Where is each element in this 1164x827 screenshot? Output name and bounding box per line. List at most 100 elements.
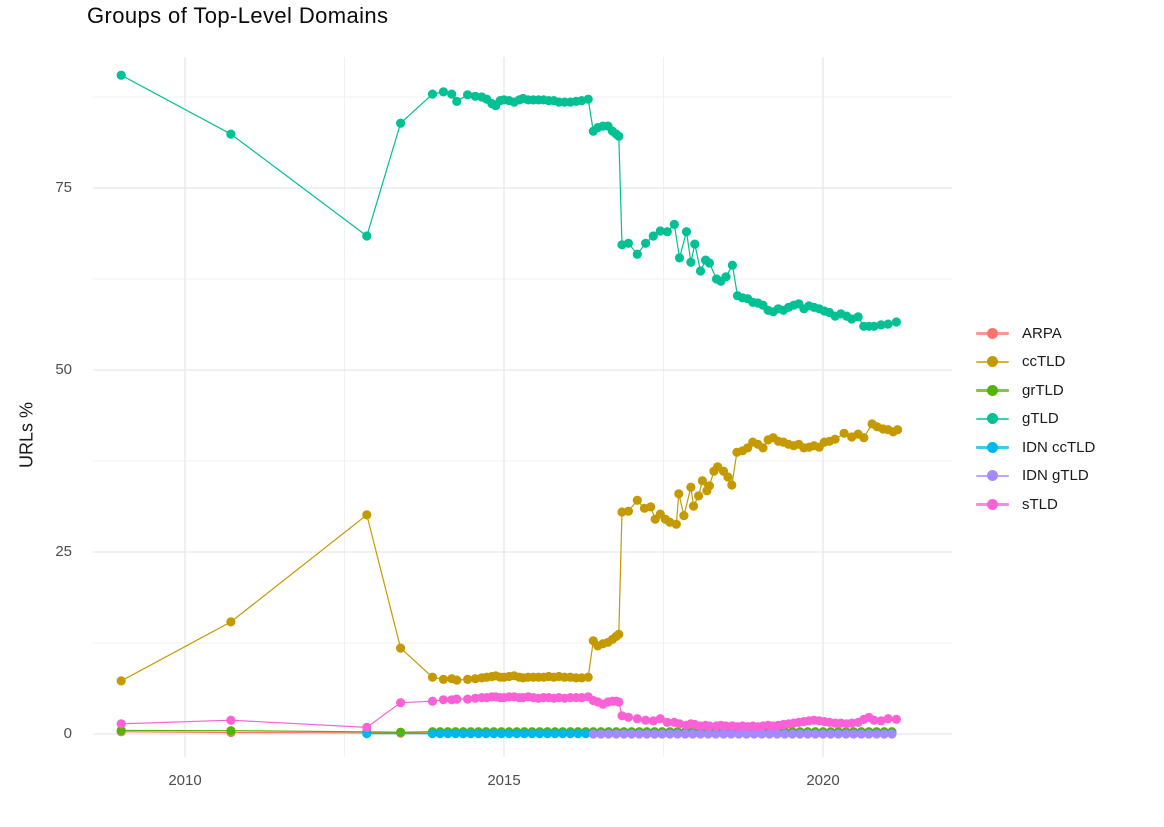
legend: ARPA ccTLD grTLD gTLD IDN ccTLD IDN gTLD… bbox=[976, 319, 1095, 519]
data-point bbox=[690, 239, 700, 249]
data-point bbox=[876, 716, 886, 726]
legend-marker-stld bbox=[976, 498, 1009, 511]
data-point bbox=[452, 96, 462, 106]
data-point bbox=[614, 629, 624, 639]
data-point bbox=[883, 714, 893, 724]
data-point bbox=[463, 694, 473, 704]
legend-item-arpa: ARPA bbox=[976, 319, 1095, 348]
data-point bbox=[883, 319, 893, 329]
data-point bbox=[674, 489, 684, 499]
data-point bbox=[614, 131, 624, 141]
data-point bbox=[632, 714, 642, 724]
data-point bbox=[641, 715, 651, 725]
legend-item-idn-gtld: IDN gTLD bbox=[976, 462, 1095, 491]
data-point bbox=[695, 729, 706, 739]
legend-marker-idn-gtld bbox=[976, 469, 1009, 482]
data-point bbox=[688, 729, 698, 739]
data-point bbox=[611, 729, 621, 739]
series-line-gtld bbox=[120, 74, 897, 327]
data-point bbox=[427, 89, 438, 99]
data-point bbox=[704, 721, 715, 731]
data-point bbox=[443, 729, 453, 739]
data-point bbox=[452, 694, 462, 704]
legend-label: sTLD bbox=[1022, 495, 1058, 513]
data-point bbox=[550, 729, 560, 739]
data-point bbox=[764, 729, 775, 739]
data-point bbox=[362, 510, 372, 520]
data-point bbox=[681, 227, 692, 237]
data-point bbox=[438, 87, 448, 97]
data-point bbox=[893, 425, 903, 435]
data-point bbox=[452, 675, 462, 685]
data-point bbox=[473, 729, 484, 739]
x-tick-label: 2020 bbox=[806, 772, 840, 789]
data-point bbox=[830, 434, 840, 444]
data-point bbox=[859, 433, 869, 443]
data-point bbox=[749, 729, 759, 739]
data-point bbox=[632, 495, 642, 505]
data-point bbox=[741, 729, 752, 739]
data-point bbox=[839, 428, 849, 438]
data-point bbox=[697, 476, 708, 486]
data-point bbox=[686, 257, 696, 267]
legend-marker-cctld bbox=[976, 355, 1009, 368]
data-point bbox=[856, 729, 866, 739]
data-point bbox=[396, 727, 406, 737]
data-point bbox=[504, 729, 514, 739]
x-tick-label: 2015 bbox=[487, 772, 521, 789]
data-point bbox=[672, 729, 683, 739]
data-point bbox=[780, 729, 790, 739]
data-point bbox=[853, 312, 863, 322]
data-point bbox=[565, 729, 576, 739]
data-point bbox=[396, 643, 406, 653]
data-point bbox=[704, 258, 715, 268]
data-point bbox=[226, 617, 236, 627]
data-point bbox=[466, 729, 476, 739]
data-point bbox=[623, 506, 634, 516]
data-point bbox=[362, 722, 372, 733]
data-point bbox=[879, 729, 889, 739]
data-point bbox=[841, 729, 851, 739]
data-point bbox=[818, 729, 828, 739]
data-point bbox=[648, 716, 658, 726]
y-tick-label: 25 bbox=[55, 543, 72, 560]
data-point bbox=[872, 729, 882, 739]
data-point bbox=[519, 729, 530, 739]
data-point bbox=[450, 729, 461, 739]
data-point bbox=[614, 697, 624, 707]
data-point bbox=[887, 729, 897, 739]
legend-marker-arpa bbox=[976, 327, 1009, 340]
data-point bbox=[642, 729, 652, 739]
data-point bbox=[662, 717, 672, 728]
legend-label: ARPA bbox=[1022, 324, 1062, 342]
data-point bbox=[727, 260, 738, 270]
data-point bbox=[694, 491, 704, 501]
data-point bbox=[632, 249, 642, 259]
data-point bbox=[787, 729, 798, 739]
data-point bbox=[876, 320, 886, 330]
data-point bbox=[695, 266, 706, 276]
legend-marker-grtld bbox=[976, 384, 1009, 397]
data-point bbox=[688, 501, 699, 511]
legend-label: IDN ccTLD bbox=[1022, 438, 1096, 456]
data-point bbox=[674, 719, 685, 729]
data-point bbox=[463, 90, 473, 100]
data-point bbox=[849, 729, 859, 739]
data-point bbox=[535, 729, 545, 739]
data-point bbox=[427, 729, 438, 739]
data-point bbox=[527, 729, 537, 739]
data-point bbox=[826, 729, 836, 739]
data-point bbox=[438, 695, 448, 705]
data-point bbox=[489, 729, 499, 739]
data-point bbox=[116, 725, 126, 736]
data-point bbox=[665, 729, 675, 739]
data-point bbox=[427, 696, 438, 706]
data-point bbox=[680, 729, 690, 739]
data-point bbox=[226, 726, 236, 736]
data-point bbox=[772, 729, 782, 739]
data-point bbox=[362, 231, 372, 241]
chart-title: Groups of Top-Level Domains bbox=[87, 3, 389, 28]
x-tick-label: 2010 bbox=[168, 772, 202, 789]
data-point bbox=[679, 510, 689, 521]
data-point bbox=[703, 729, 713, 739]
